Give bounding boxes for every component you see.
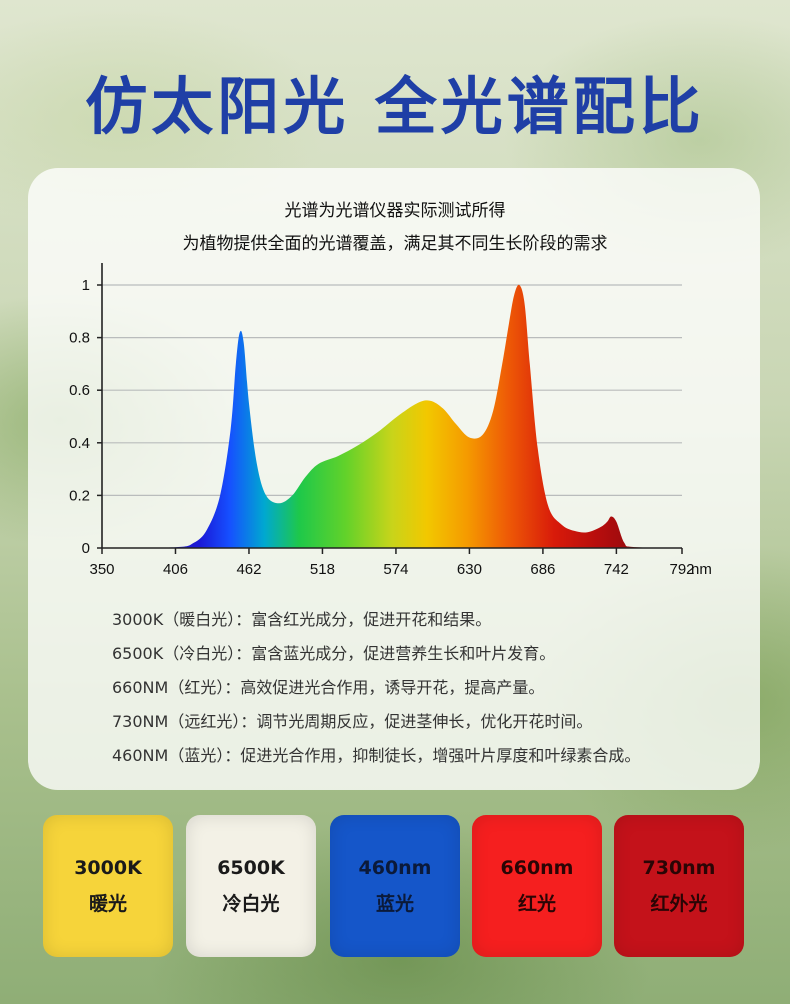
y-tick-label: 0	[82, 540, 90, 557]
x-unit-label: nm	[691, 561, 712, 578]
spectrum-area	[102, 284, 682, 548]
note-3000k: 3000K（暖白光）：富含红光成分，促进开花和结果。	[112, 610, 492, 629]
y-tick-label: 0.6	[69, 382, 90, 399]
note-460nm: 460NM（蓝光）：促进光合作用，抑制徒长，增强叶片厚度和叶绿素合成。	[112, 746, 641, 765]
note-660nm: 660NM（红光）：高效促进光合作用，诱导开花，提高产量。	[112, 678, 545, 697]
x-tick-label: 574	[383, 561, 408, 578]
tile-460nm-blue: 460nm 蓝光	[330, 815, 460, 957]
x-tick-label: 742	[604, 561, 629, 578]
y-tick-label: 1	[82, 277, 90, 294]
x-tick-label: 462	[236, 561, 261, 578]
spectrum-chart: 0 0.2 0.4 0.6 0.8 1 350 406 462 518 574 630 686 742 79…	[69, 263, 712, 578]
tile-660nm-red: 660nm 红光	[472, 815, 602, 957]
note-730nm: 730NM（远红光）：调节光周期反应，促进茎伸长，优化开花时间。	[112, 712, 593, 731]
y-tick-label: 0.2	[69, 487, 90, 504]
chart-subtitle-2: 为植物提供全面的光谱覆盖，满足其不同生长阶段的需求	[182, 234, 608, 254]
tile-730nm-infrared: 730nm 红外光	[614, 815, 744, 957]
x-tick-label: 792	[669, 561, 694, 578]
y-tick-label: 0.8	[69, 330, 90, 347]
x-tick-label: 518	[310, 561, 335, 578]
x-tick-label: 406	[163, 561, 188, 578]
chart-subtitle-1: 光谱为光谱仪器实际测试所得	[284, 201, 506, 221]
x-tick-label: 630	[457, 561, 482, 578]
tile-3000k-warm: 3000K 暖光	[43, 815, 173, 957]
spectrum-notes: 3000K（暖白光）：富含红光成分，促进开花和结果。 6500K（冷白光）：富含…	[112, 608, 640, 778]
note-6500k: 6500K（冷白光）：富含蓝光成分，促进营养生长和叶片发育。	[112, 644, 556, 663]
x-tick-label: 350	[89, 561, 114, 578]
page-title: 仿太阳光 全光谱配比	[85, 70, 705, 143]
y-tick-label: 0.4	[69, 435, 90, 452]
tile-6500k-cool-white: 6500K 冷白光	[186, 815, 316, 957]
x-tick-label: 686	[530, 561, 555, 578]
